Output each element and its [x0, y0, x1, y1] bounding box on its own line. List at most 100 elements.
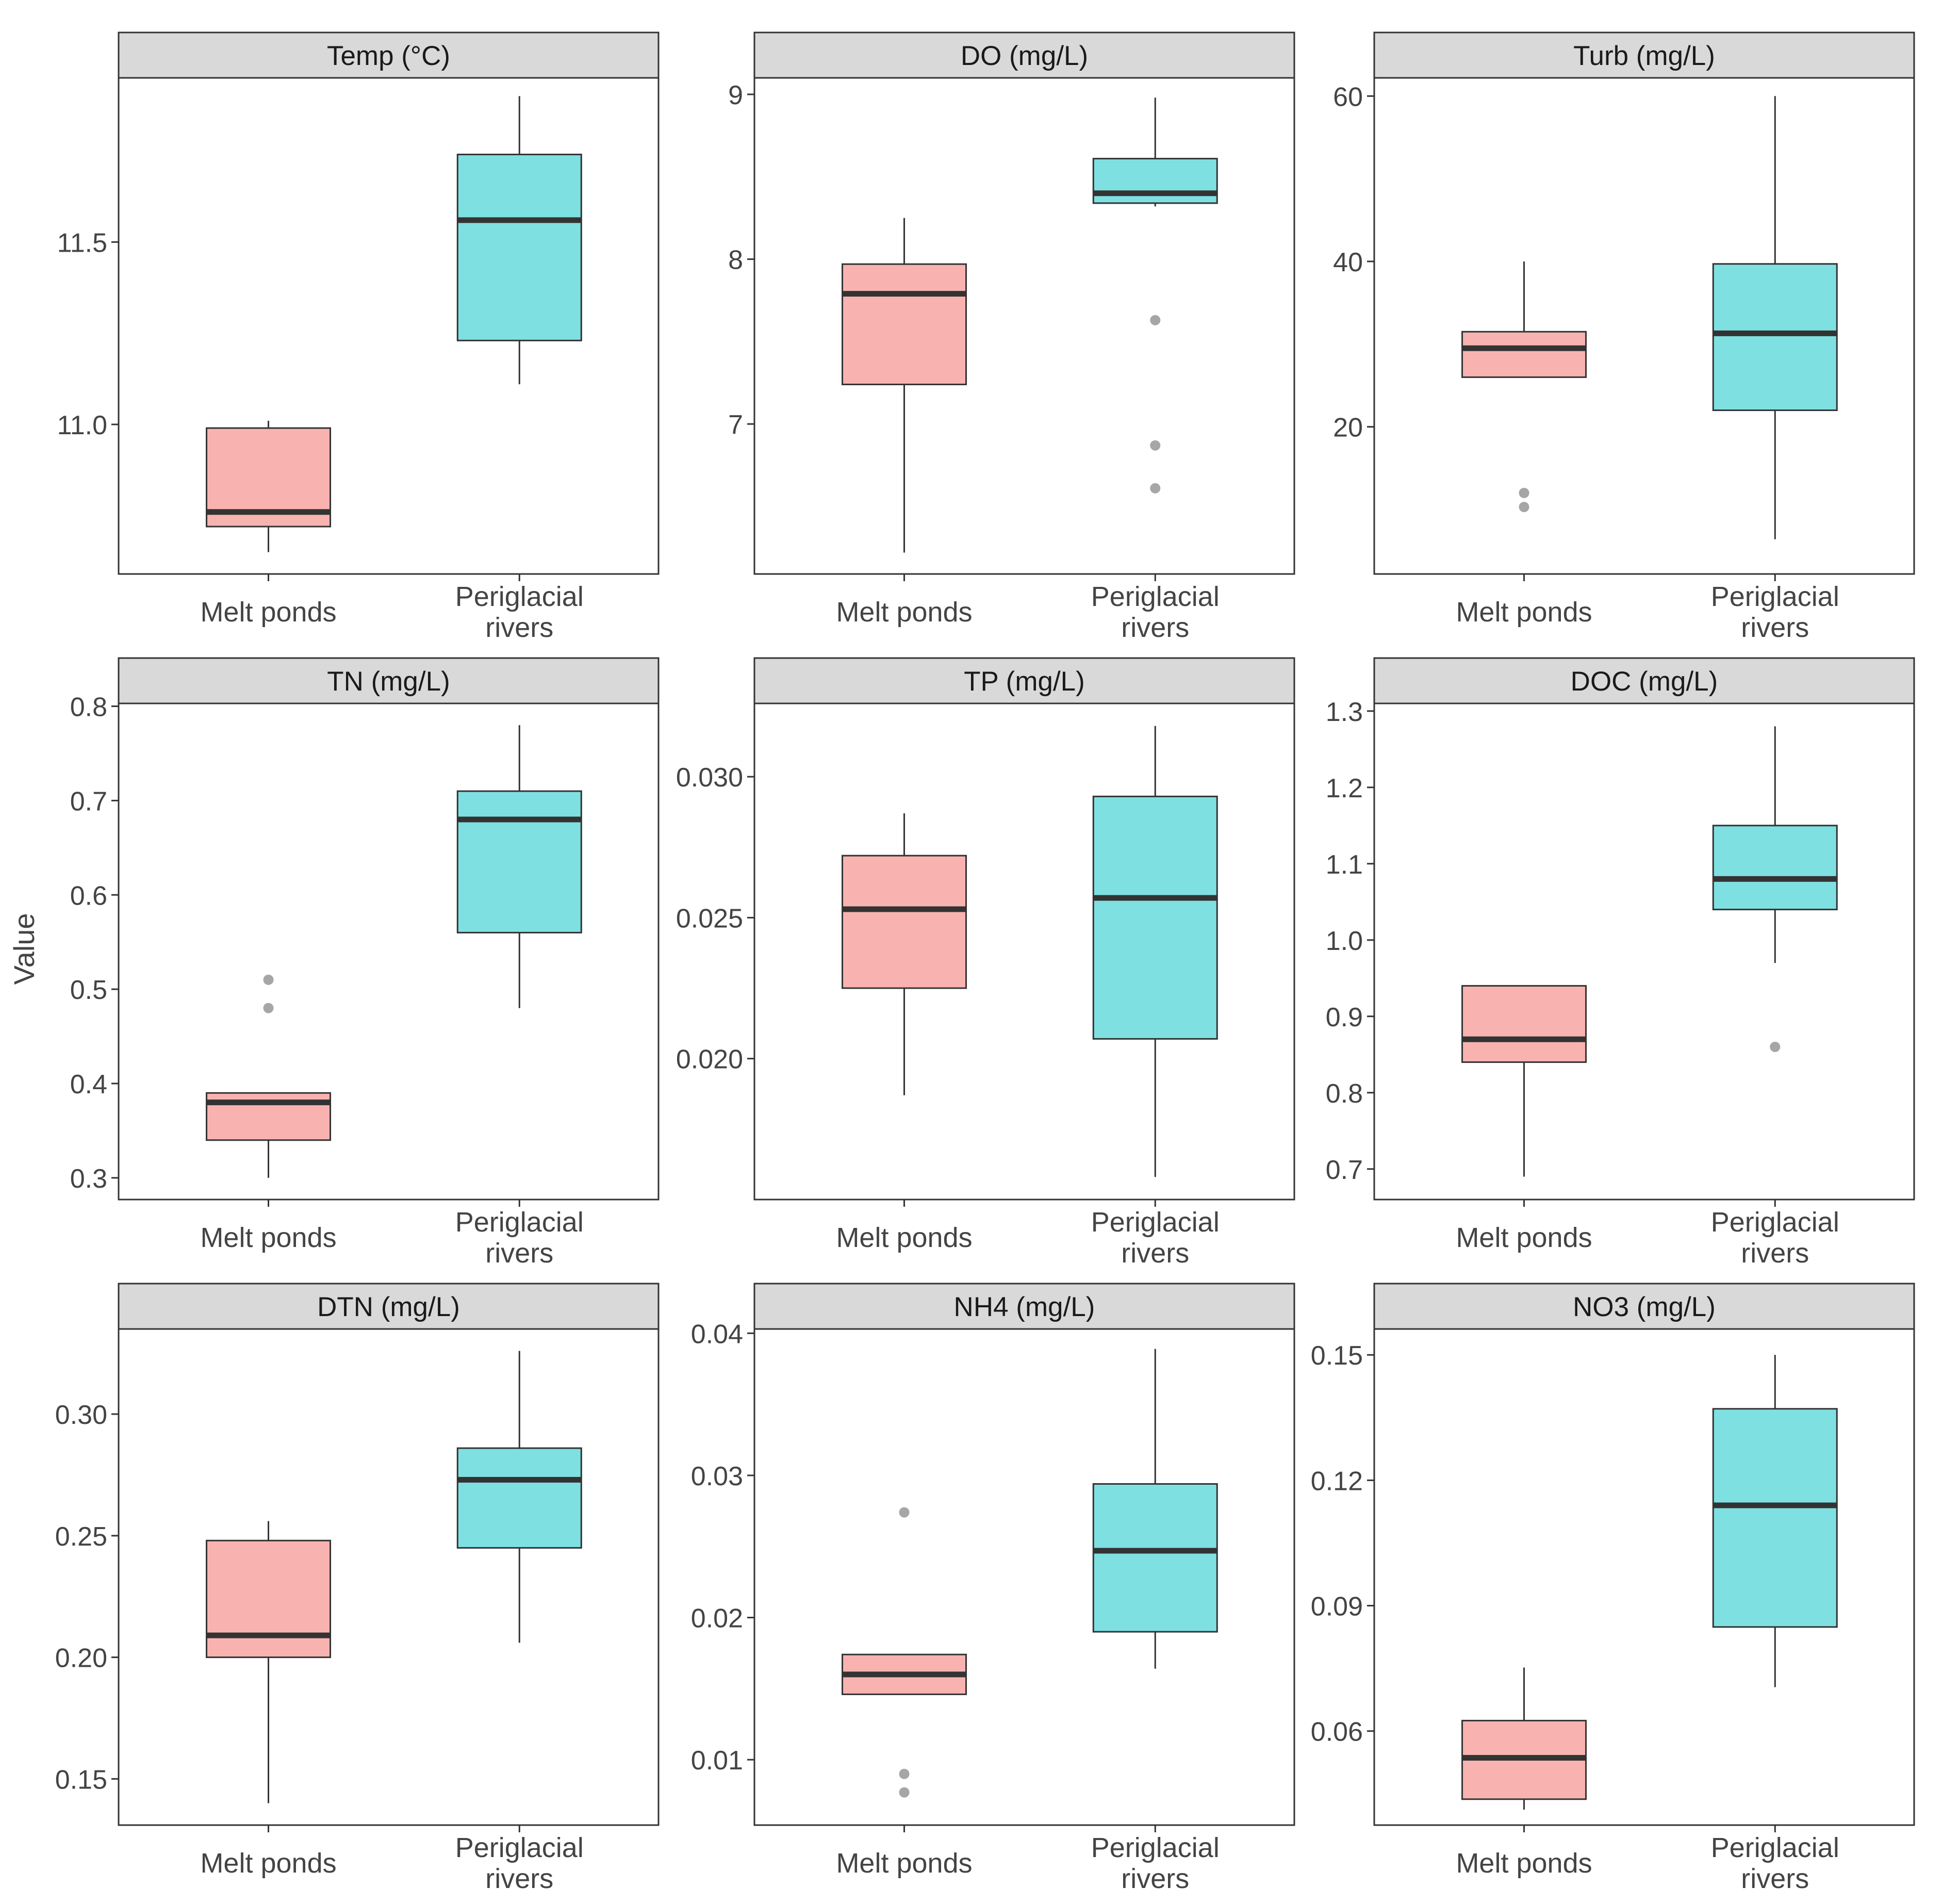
facet-strip	[753, 657, 1295, 704]
facet-strip	[1373, 31, 1915, 79]
y-tick-label: 0.12	[1311, 1466, 1363, 1496]
y-tick-label: 0.15	[1311, 1341, 1363, 1371]
outlier-point	[1150, 483, 1161, 494]
box-iqr	[456, 154, 582, 341]
y-tick-label: 0.30	[55, 1400, 107, 1430]
box-iqr	[1461, 331, 1587, 378]
facet-strip-label: DTN (mg/L)	[317, 1292, 460, 1322]
facet-panel-8: NH4 (mg/L) 0.01 0.02 0.03 0.04 Melt ponds Peri…	[691, 1283, 1295, 1894]
y-tick-label: 0.025	[676, 904, 743, 933]
y-tick-label: 0.15	[55, 1765, 107, 1795]
y-tick-label: 11.5	[57, 228, 107, 258]
box-iqr	[1092, 158, 1218, 204]
y-tick-label: 0.02	[691, 1604, 743, 1634]
x-category-label: Melt ponds	[836, 1222, 972, 1253]
facet-panel-1: Temp (°C) 11.0 11.5 Melt ponds Periglacial ri…	[57, 31, 660, 643]
y-tick-label: 60	[1333, 82, 1363, 112]
y-axis-title: Value	[8, 913, 40, 984]
facet-panel-3: Turb (mg/L) 20 40 60 Melt ponds Periglacial ri…	[1333, 31, 1915, 643]
y-tick-label: 0.4	[70, 1070, 107, 1099]
plot-area	[118, 1328, 660, 1826]
x-category-label: Melt ponds	[1456, 1222, 1592, 1253]
box-iqr	[842, 263, 967, 385]
facet-strip-label: TP (mg/L)	[964, 666, 1085, 697]
box-melt	[206, 1521, 332, 1803]
x-category-label: Periglacial rivers	[1711, 1207, 1839, 1269]
outlier-point	[1150, 315, 1161, 325]
facet-strip-label: NO3 (mg/L)	[1573, 1292, 1716, 1322]
facet-strip-label: NH4 (mg/L)	[954, 1292, 1095, 1322]
box-melt	[206, 974, 332, 1178]
y-tick-label: 20	[1333, 413, 1363, 443]
facet-strip-label: DO (mg/L)	[961, 41, 1088, 71]
box-peri	[1092, 1349, 1218, 1669]
facet-panel-7: DTN (mg/L) 0.15 0.20 0.25 0.30 Melt ponds Peri…	[55, 1283, 660, 1894]
x-category-label: Periglacial rivers	[455, 1207, 584, 1269]
x-category-label: Melt ponds	[836, 597, 972, 628]
y-tick-label: 1.3	[1326, 697, 1363, 727]
facet-strip-label: DOC (mg/L)	[1571, 666, 1718, 697]
outlier-point	[263, 974, 274, 985]
box-peri	[1092, 97, 1218, 494]
box-iqr	[1712, 825, 1838, 911]
outlier-point	[1519, 502, 1529, 513]
box-iqr	[1712, 263, 1838, 412]
y-tick-label: 0.7	[70, 786, 107, 816]
box-iqr	[456, 1447, 582, 1549]
y-tick-label: 0.04	[691, 1319, 743, 1349]
x-category-label: Melt ponds	[836, 1848, 972, 1879]
x-category-label: Periglacial rivers	[1091, 1207, 1220, 1269]
y-tick-label: 11.0	[57, 411, 107, 440]
y-tick-label: 0.8	[70, 692, 107, 722]
box-peri	[456, 725, 582, 1008]
box-iqr	[1461, 985, 1587, 1063]
outlier-point	[899, 1768, 910, 1779]
facet-strip-label: Temp (°C)	[327, 41, 450, 71]
y-tick-label: 7	[728, 410, 743, 440]
x-category-label: Periglacial rivers	[455, 1832, 584, 1894]
y-tick-label: 0.5	[70, 975, 107, 1005]
facet-panel-9: NO3 (mg/L) 0.06 0.09 0.12 0.15 Melt ponds Peri…	[1311, 1283, 1915, 1894]
x-category-label: Melt ponds	[1456, 1848, 1592, 1879]
outlier-point	[899, 1787, 910, 1798]
facet-panel-2: DO (mg/L) 7 8 9 Melt ponds Periglacial rivers	[728, 31, 1295, 643]
plot-area	[753, 77, 1295, 575]
box-peri	[1092, 726, 1218, 1177]
x-category-label: Melt ponds	[200, 1848, 336, 1879]
y-tick-label: 0.020	[676, 1045, 743, 1075]
box-iqr	[842, 855, 967, 989]
x-category-label: Melt ponds	[200, 1222, 336, 1253]
x-category-label: Periglacial rivers	[1711, 1832, 1839, 1894]
y-tick-label: 8	[728, 245, 743, 275]
facet-panel-6: DOC (mg/L) 0.7 0.8 0.9 1.0 1.1 1.2 1.3 Melt pond…	[1326, 657, 1915, 1269]
outlier-point	[1150, 440, 1161, 451]
y-tick-label: 9	[728, 80, 743, 110]
y-tick-label: 0.20	[55, 1644, 107, 1673]
y-tick-label: 40	[1333, 248, 1363, 277]
facet-strip	[118, 31, 660, 79]
facet-strip-label: TN (mg/L)	[327, 666, 450, 697]
outlier-point	[1519, 487, 1529, 498]
x-category-label: Melt ponds	[1456, 597, 1592, 628]
y-tick-label: 0.8	[1326, 1079, 1363, 1109]
facet-strip	[118, 1283, 660, 1330]
x-category-label: Periglacial rivers	[1711, 581, 1839, 643]
x-category-label: Periglacial rivers	[1091, 581, 1220, 643]
facet-strip-label: Turb (mg/L)	[1573, 41, 1715, 71]
box-peri	[1712, 96, 1838, 539]
y-tick-label: 0.6	[70, 881, 107, 911]
y-tick-label: 0.030	[676, 763, 743, 793]
facet-panel-4: TN (mg/L) 0.3 0.4 0.5 0.6 0.7 0.8 Melt ponds Per…	[70, 657, 660, 1269]
y-tick-label: 0.03	[691, 1462, 743, 1491]
y-tick-label: 0.7	[1326, 1155, 1363, 1185]
box-peri	[456, 96, 582, 385]
box-melt	[842, 1507, 967, 1798]
x-category-label: Periglacial rivers	[455, 581, 584, 643]
facet-strip	[753, 1283, 1295, 1330]
facet-strip	[118, 657, 660, 704]
y-tick-label: 0.9	[1326, 1003, 1363, 1032]
box-iqr	[1092, 1483, 1218, 1633]
y-tick-label: 0.06	[1311, 1717, 1363, 1747]
y-tick-label: 0.3	[70, 1164, 107, 1194]
